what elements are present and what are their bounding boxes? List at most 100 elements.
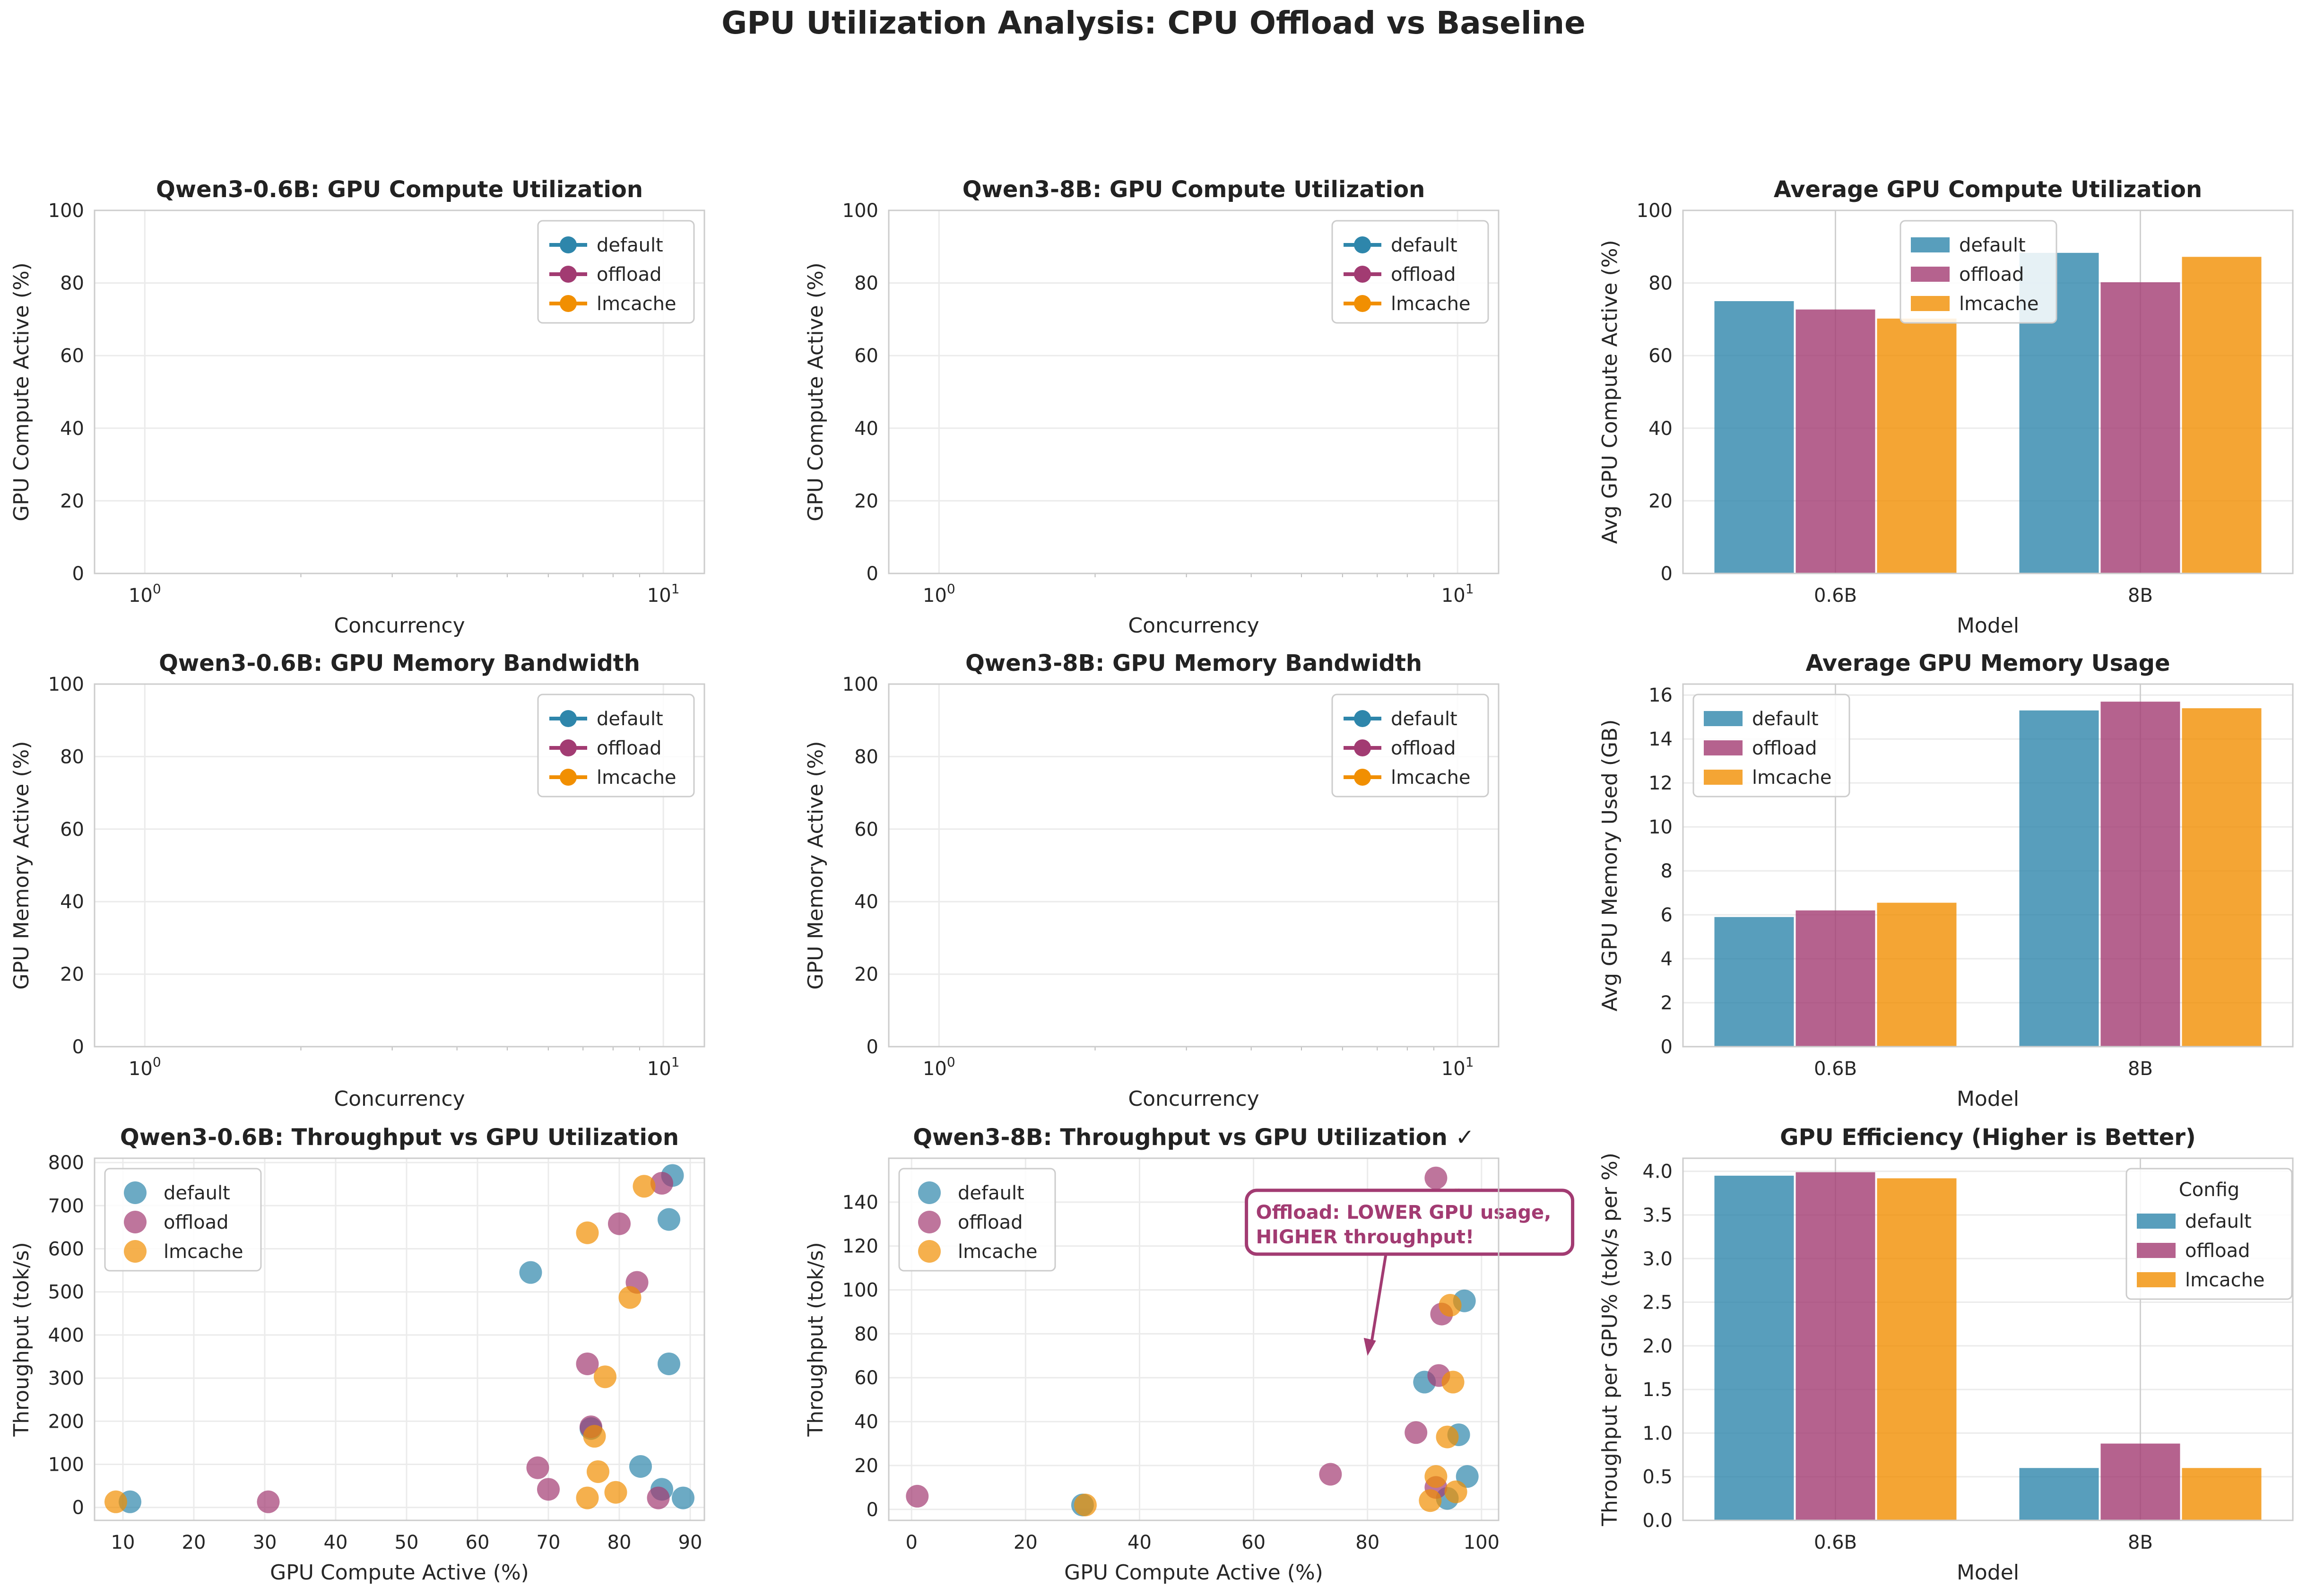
x-tick-label: 101 bbox=[1441, 581, 1474, 607]
bar-default-0.6B bbox=[1714, 301, 1794, 573]
annotation-text: Offload: LOWER GPU usage, bbox=[1256, 1202, 1552, 1223]
plot-frame bbox=[888, 683, 1500, 1048]
bar-offload-8B bbox=[2100, 282, 2180, 573]
bar-lmcache-0.6B bbox=[1877, 318, 1957, 573]
point-default bbox=[658, 1352, 680, 1375]
legend-marker-lmcache bbox=[1354, 295, 1371, 312]
y-tick-label: 4 bbox=[1661, 948, 1673, 970]
legend-label-default: default bbox=[597, 234, 663, 256]
y-tick-label: 800 bbox=[48, 1152, 84, 1174]
legend-label-offload: offload bbox=[1959, 264, 2024, 286]
point-default bbox=[629, 1455, 652, 1478]
subplot-6: 0 2 4 6 8 10 12 14 16 0.6B 8B Average GPU Memory Us… bbox=[1598, 650, 2294, 1111]
y-tick-label: 0.0 bbox=[1642, 1510, 1673, 1532]
y-tick-label: 6 bbox=[1661, 904, 1673, 926]
point-lmcache bbox=[1441, 1370, 1465, 1394]
point-offload bbox=[1405, 1421, 1428, 1444]
bar-lmcache-0.6B bbox=[1877, 1178, 1957, 1520]
subplot-1: 0 20 40 60 80 100 100 101 Qwen3-0.6B: GPU Comput… bbox=[9, 176, 705, 638]
legend-label-offload: offload bbox=[2185, 1240, 2250, 1262]
y-axis-label: Throughput per GPU% (tok/s per %) bbox=[1598, 1153, 1622, 1527]
legend-swatch-lmcache bbox=[2137, 1272, 2176, 1287]
y-tick-label: 80 bbox=[1648, 273, 1673, 295]
point-default bbox=[658, 1208, 680, 1231]
legend: default offload lmcache bbox=[104, 1168, 262, 1272]
y-tick-label: 20 bbox=[854, 490, 878, 512]
y-tick-label: 14 bbox=[1648, 729, 1673, 750]
y-tick-label: 80 bbox=[60, 273, 84, 295]
x-tick-label: 101 bbox=[647, 1054, 680, 1080]
y-tick-label: 20 bbox=[60, 964, 84, 986]
legend-label-lmcache: lmcache bbox=[1391, 767, 1471, 789]
y-tick-label: 1.0 bbox=[1642, 1423, 1673, 1444]
y-axis-label: Avg GPU Compute Active (%) bbox=[1598, 240, 1622, 544]
legend-marker-offload bbox=[1354, 266, 1371, 283]
x-tick-label: 70 bbox=[537, 1532, 561, 1553]
legend-label-lmcache: lmcache bbox=[164, 1241, 243, 1263]
y-tick-label: 100 bbox=[842, 674, 878, 695]
point-offload bbox=[647, 1486, 670, 1509]
point-lmcache bbox=[633, 1175, 656, 1198]
legend-label-default: default bbox=[1752, 708, 1819, 730]
legend-marker-default bbox=[1354, 710, 1371, 727]
legend: default offload lmcache bbox=[1331, 694, 1489, 798]
figure-title: GPU Utilization Analysis: CPU Offload vs… bbox=[721, 5, 1586, 41]
point-offload bbox=[1424, 1166, 1448, 1189]
y-tick-label: 0.5 bbox=[1642, 1466, 1673, 1488]
point-offload bbox=[1319, 1463, 1342, 1486]
y-tick-label: 500 bbox=[48, 1282, 84, 1303]
subplot-7: 0 100 200 300 400 500 600 700 800 10 20 30 40 50 60 70 8… bbox=[9, 1124, 705, 1585]
x-tick-label: 90 bbox=[678, 1532, 703, 1553]
subplot-title: Qwen3-0.6B: Throughput vs GPU Utilizatio… bbox=[120, 1124, 679, 1151]
x-tick-label: 80 bbox=[1355, 1532, 1379, 1553]
y-tick-label: 200 bbox=[48, 1411, 84, 1432]
point-default bbox=[672, 1486, 694, 1509]
y-tick-label: 60 bbox=[60, 819, 84, 841]
x-tick-label: 100 bbox=[129, 581, 161, 607]
y-tick-label: 80 bbox=[854, 746, 878, 768]
legend-label-offload: offload bbox=[164, 1212, 229, 1233]
x-tick-label: 0 bbox=[905, 1532, 917, 1553]
bar-default-8B bbox=[2019, 1468, 2099, 1520]
y-tick-label: 16 bbox=[1648, 685, 1673, 706]
point-lmcache bbox=[1439, 1294, 1462, 1317]
legend-label-lmcache: lmcache bbox=[1959, 293, 2039, 315]
legend-label-default: default bbox=[1959, 234, 2026, 256]
legend-marker-offload bbox=[560, 266, 577, 283]
legend-label-default: default bbox=[1391, 234, 1457, 256]
legend-label-default: default bbox=[164, 1182, 230, 1204]
y-tick-label: 3.5 bbox=[1642, 1205, 1673, 1226]
legend-swatch-lmcache bbox=[1911, 296, 1950, 311]
bar-offload-0.6B bbox=[1795, 910, 1875, 1047]
subplot-8: 0 20 40 60 80 100 120 140 0 20 40 60 80 100 Offload: L… bbox=[804, 1124, 1575, 1585]
subplot-title: Qwen3-8B: GPU Compute Utilization bbox=[963, 176, 1425, 203]
y-tick-label: 0 bbox=[867, 1499, 878, 1521]
x-tick-label: 8B bbox=[2128, 1058, 2153, 1080]
y-tick-label: 100 bbox=[48, 674, 84, 695]
x-tick-label: 40 bbox=[324, 1532, 348, 1553]
y-tick-label: 40 bbox=[60, 891, 84, 913]
plot-frame bbox=[888, 1157, 1500, 1521]
legend-label-offload: offload bbox=[1391, 737, 1456, 759]
x-tick-label: 0.6B bbox=[1814, 585, 1857, 607]
y-tick-label: 0 bbox=[1661, 563, 1673, 585]
legend: default offload lmcache bbox=[537, 694, 695, 798]
bar-offload-0.6B bbox=[1795, 309, 1875, 573]
point-lmcache bbox=[594, 1365, 616, 1388]
x-tick-label: 8B bbox=[2128, 585, 2153, 607]
x-tick-label: 50 bbox=[395, 1532, 419, 1553]
subplot-5: 0 20 40 60 80 100 100 101 Qwen3-8B: GPU Memory B… bbox=[804, 650, 1500, 1111]
x-tick-label: 20 bbox=[182, 1532, 206, 1553]
subplot-2: 0 20 40 60 80 100 100 101 Qwen3-8B: GPU Compute … bbox=[804, 176, 1500, 638]
bar-offload-8B bbox=[2100, 702, 2180, 1047]
legend-label-offload: offload bbox=[597, 737, 662, 759]
legend-marker-offload bbox=[1354, 739, 1371, 756]
y-tick-label: 40 bbox=[854, 891, 878, 913]
point-lmcache bbox=[1444, 1480, 1467, 1503]
y-tick-label: 0 bbox=[1661, 1036, 1673, 1058]
legend-marker-default bbox=[560, 236, 577, 253]
y-tick-label: 4.0 bbox=[1642, 1161, 1673, 1183]
y-tick-label: 20 bbox=[854, 964, 878, 986]
legend: default offload lmcache bbox=[537, 220, 695, 324]
annotation-arrow bbox=[1370, 1254, 1388, 1344]
